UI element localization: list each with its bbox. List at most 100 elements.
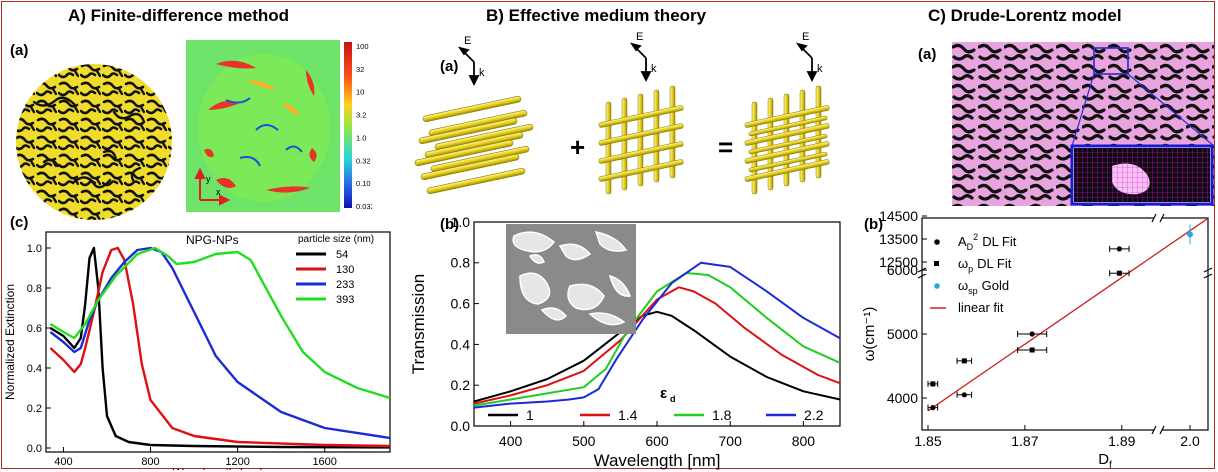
- sem-grain: [519, 272, 551, 305]
- series-line-130: [49, 246, 391, 448]
- x-tick-label: 700: [719, 433, 743, 449]
- sem-grain: [588, 312, 626, 326]
- y-tick-label: 0.0: [451, 418, 471, 434]
- legend-tail: DL Fit: [982, 234, 1017, 249]
- y-tick-label: 14500: [879, 208, 918, 224]
- legend-title: ε: [660, 385, 667, 402]
- legend-tail: DL Fit: [977, 256, 1012, 271]
- y-tick-label: 6000: [887, 262, 918, 278]
- x-axis-label-sub: f: [1109, 460, 1112, 471]
- sem-grain: [528, 254, 545, 264]
- data-point-ad2: [930, 405, 936, 411]
- plus-sign: +: [570, 132, 585, 162]
- x-axis-label: Wavelength [nm]: [594, 451, 721, 470]
- legend-tail: Gold: [982, 278, 1009, 293]
- panel-label-A-a: (a): [10, 42, 29, 59]
- x-axis-label: Wavelength (nm): [173, 466, 264, 470]
- x-axis-break: [1151, 425, 1165, 435]
- colorbar-tick-label: 10: [356, 88, 364, 97]
- legend-label-130: 130: [336, 264, 354, 276]
- y-tick-label: 0.6: [451, 296, 471, 312]
- legend-label-393: 393: [336, 294, 354, 306]
- series-line-2.2: [473, 261, 841, 409]
- ek-arrows-3: [795, 42, 818, 83]
- panel-label-A-c: (c): [10, 214, 29, 231]
- legend-swatch-square: [934, 261, 939, 266]
- data-point-wp: [930, 381, 936, 387]
- colorbar-tick-label: 3.2: [356, 111, 366, 120]
- data-point-wp: [1116, 270, 1122, 276]
- sem-grid-image: [952, 42, 1214, 206]
- sem-grain: [558, 243, 592, 261]
- e-field-label-3: E: [802, 31, 809, 43]
- panel-label-C-a: (a): [918, 46, 937, 63]
- legend-sub: D: [967, 242, 974, 252]
- panel-label-B-a: (a): [440, 58, 459, 75]
- k-vector-label-1: k: [479, 67, 485, 79]
- ek-arrows-1: [457, 46, 480, 87]
- legend-label-1.4: 1.4: [618, 407, 638, 423]
- colorbar-tick-label: 0.032: [356, 202, 372, 211]
- colorbar-tick-label: 100: [356, 42, 369, 51]
- chart-transmission-spectra: 400 500 600 700 800 0.0 0.2 0.4 0.6 0.8 1.0 Wavelen…: [410, 214, 841, 470]
- data-point-wsp: [1187, 231, 1193, 238]
- legend-label-1: 1: [526, 407, 534, 423]
- map-axis-x-label: x: [216, 187, 221, 197]
- sem-grain: [512, 231, 556, 253]
- data-point-wp: [961, 358, 967, 364]
- y-tick-label: 4000: [887, 390, 918, 406]
- section-title-effective-medium: B) Effective medium theory: [486, 6, 707, 25]
- k-vector-label-2: k: [651, 63, 657, 75]
- y-axis-label: Normalized Extinction: [3, 284, 17, 400]
- legend-label-54: 54: [336, 249, 348, 261]
- sem-grain: [594, 231, 628, 252]
- legend-entry: ωp DL Fit: [958, 256, 1012, 274]
- y-axis-label: Transmission: [410, 274, 428, 374]
- series-line-54: [49, 246, 391, 449]
- ek-arrows-2: [629, 42, 652, 83]
- panel-label-B-b: (b): [440, 216, 460, 233]
- colorbar-tick-label: 1.0: [356, 133, 366, 142]
- x-tick-label: 600: [645, 433, 669, 449]
- x-tick-label: 1.85: [914, 433, 941, 449]
- series-line-1.4: [473, 286, 841, 405]
- legend-label-1.8: 1.8: [712, 407, 732, 423]
- y-tick-label: 1.0: [27, 243, 42, 255]
- series-line-393: [49, 246, 391, 400]
- x-tick-label: 400: [54, 456, 72, 468]
- sem-inset: [506, 224, 636, 334]
- y-tick-label: 0.0: [27, 443, 42, 455]
- legend-title-sub: d: [670, 394, 676, 404]
- y-tick-label: 0.2: [27, 403, 42, 415]
- rods-combined: [744, 85, 830, 195]
- x-axis-break-gap-top: [1154, 215, 1162, 221]
- plot-frame: [921, 217, 1209, 431]
- sem-grain: [608, 274, 632, 297]
- section-title-drude-lorentz: C) Drude-Lorentz model: [928, 6, 1122, 25]
- plot-frame: [45, 231, 391, 453]
- x-axis-break-top: [1151, 213, 1165, 223]
- colorbar-tick-label: 0.10: [356, 179, 371, 188]
- x-tick-label: 1600: [312, 456, 336, 468]
- y-tick-label: 12500: [879, 254, 918, 270]
- data-point-ad2: [1029, 331, 1035, 337]
- x-tick-label: 1.89: [1108, 433, 1135, 449]
- legend-label: linear fit: [958, 300, 1004, 315]
- wire-mesh-schematic: + =: [414, 31, 830, 195]
- rods-horizontal: [414, 95, 534, 195]
- section-title-finite-difference: A) Finite-difference method: [68, 6, 290, 25]
- data-point-ad2: [1116, 246, 1122, 252]
- data-point-ad2: [961, 392, 967, 398]
- legend-label: ω: [958, 278, 968, 293]
- legend-entry: ωsp Gold: [958, 278, 1009, 296]
- y-tick-label: 0.6: [27, 323, 42, 335]
- y-tick-label: 5000: [887, 326, 918, 342]
- y-tick-label: 13500: [879, 231, 918, 247]
- x-tick-label: 400: [499, 433, 523, 449]
- chart-extinction-spectra: 400 800 1200 1600 0.0 0.2 0.4 0.6 0.8 1.0 Waveleng…: [3, 231, 391, 470]
- colorbar-tick-label: 0.32: [356, 156, 371, 165]
- legend-sub: sp: [968, 286, 978, 296]
- x-axis-break-gap: [1154, 427, 1162, 433]
